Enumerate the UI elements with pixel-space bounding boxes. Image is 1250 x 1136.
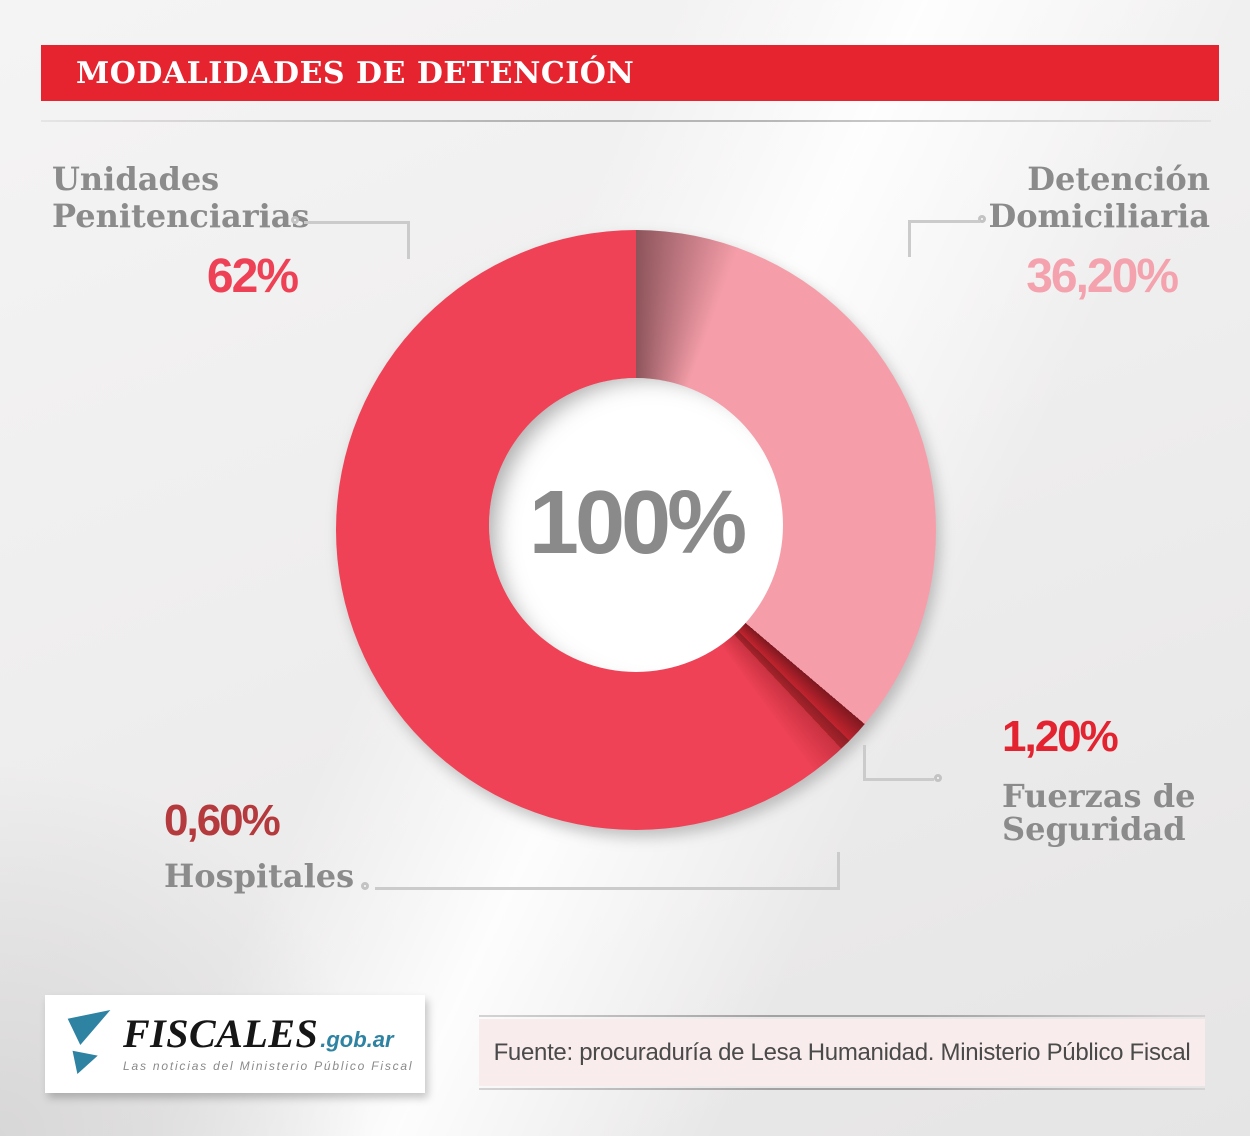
connector-line-domiciliaria — [910, 220, 980, 223]
callout-label-penitenciarias: Unidades Penitenciarias — [52, 161, 310, 235]
donut-hole: 100% — [489, 378, 783, 672]
callout-label-hospitales: Hospitales — [164, 858, 354, 895]
donut-chart: 100% — [336, 230, 936, 830]
connector-line-domiciliaria — [908, 220, 911, 257]
fiscales-flag-icon — [67, 1010, 111, 1075]
connector-line-hospitales — [837, 852, 840, 890]
fiscales-logo-box: FISCALES .gob.ar Las noticias del Ministe… — [45, 995, 425, 1093]
source-text: Fuente: procuraduría de Lesa Humanidad. … — [493, 1038, 1191, 1066]
callout-label-fuerzas: Fuerzas de Seguridad — [1002, 780, 1195, 846]
logo-brand-suffix: .gob.ar — [320, 1027, 394, 1052]
connector-line-fuerzas — [863, 778, 934, 781]
callout-label-line: Detención — [1027, 160, 1210, 198]
connector-node-penitenciarias — [291, 216, 299, 224]
donut-center-label: 100% — [528, 472, 747, 573]
logo-brand-row: FISCALES .gob.ar — [123, 1011, 413, 1056]
callout-label-line: Fuerzas de — [1002, 777, 1196, 815]
callout-label-line: Domiciliaria — [988, 197, 1210, 235]
callout-label-line: Hospitales — [164, 857, 355, 895]
callout-label-line: Penitenciarias — [52, 197, 310, 235]
header-divider-line — [41, 120, 1211, 122]
connector-line-hospitales — [375, 887, 839, 890]
connector-line-fuerzas — [863, 745, 866, 781]
callout-value-hospitales: 0,60% — [164, 796, 281, 845]
logo-tagline: Las noticias del Ministerio Público Fisc… — [123, 1059, 414, 1073]
connector-node-domiciliaria — [978, 215, 986, 223]
callout-value-penitenciarias: 62% — [206, 250, 299, 303]
callout-label-line: Seguridad — [1002, 810, 1186, 848]
connector-node-fuerzas — [934, 774, 942, 782]
logo-brand: FISCALES — [123, 1011, 319, 1056]
logo-text: FISCALES .gob.ar Las noticias del Ministe… — [123, 1011, 414, 1074]
callout-label-domiciliaria: Detención Domiciliaria — [988, 161, 1210, 235]
source-top-line — [479, 1015, 1205, 1017]
connector-line-penitenciarias — [304, 221, 410, 224]
source-box: Fuente: procuraduría de Lesa Humanidad. … — [479, 1019, 1205, 1086]
page-title: MODALIDADES DE DETENCIÓN — [76, 55, 635, 91]
connector-node-hospitales — [361, 882, 369, 890]
connector-line-penitenciarias — [407, 221, 410, 259]
callout-value-fuerzas: 1,20% — [1002, 712, 1119, 761]
source-bottom-line — [479, 1088, 1205, 1090]
callout-value-domiciliaria: 36,20% — [1026, 250, 1179, 303]
title-bar: MODALIDADES DE DETENCIÓN — [41, 45, 1219, 101]
callout-label-line: Unidades — [52, 160, 220, 198]
